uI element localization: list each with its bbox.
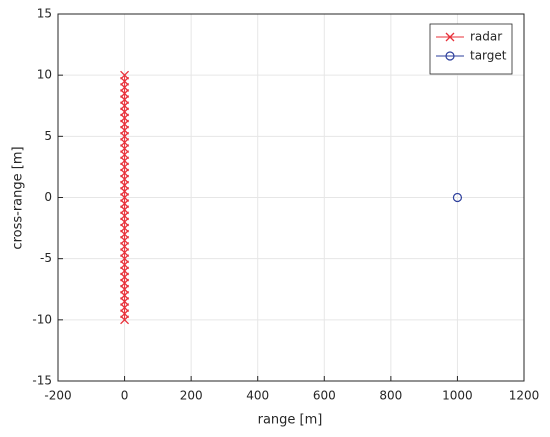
y-tick-label: -10 bbox=[32, 312, 52, 326]
x-tick-label: 400 bbox=[246, 389, 269, 403]
legend-marker bbox=[445, 51, 455, 61]
y-tick-label: 10 bbox=[37, 68, 52, 82]
y-tick-label: 5 bbox=[44, 129, 52, 143]
plot-frame bbox=[57, 13, 525, 382]
x-axis-label: range [m] bbox=[258, 413, 323, 428]
x-tick-label: 600 bbox=[313, 389, 336, 403]
legend: radar target bbox=[429, 23, 513, 75]
y-tick-label: -5 bbox=[40, 251, 52, 265]
x-tick-label: 1200 bbox=[509, 389, 540, 403]
x-tick-label: 0 bbox=[121, 389, 129, 403]
legend-label: target bbox=[470, 49, 507, 63]
legend-box bbox=[429, 23, 513, 75]
x-tick-label: 1000 bbox=[442, 389, 473, 403]
legend-label: radar bbox=[470, 30, 502, 44]
marker bbox=[120, 70, 130, 80]
y-tick-label: 15 bbox=[37, 7, 52, 21]
marker bbox=[452, 192, 463, 203]
legend-marker bbox=[445, 32, 455, 42]
x-tick-label: 200 bbox=[180, 389, 203, 403]
y-axis-label: cross-range [m] bbox=[11, 146, 26, 249]
x-tick-label: -200 bbox=[44, 389, 71, 403]
y-tick-label: 0 bbox=[44, 190, 52, 204]
x-tick-label: 800 bbox=[379, 389, 402, 403]
y-tick-label: -15 bbox=[32, 374, 52, 388]
